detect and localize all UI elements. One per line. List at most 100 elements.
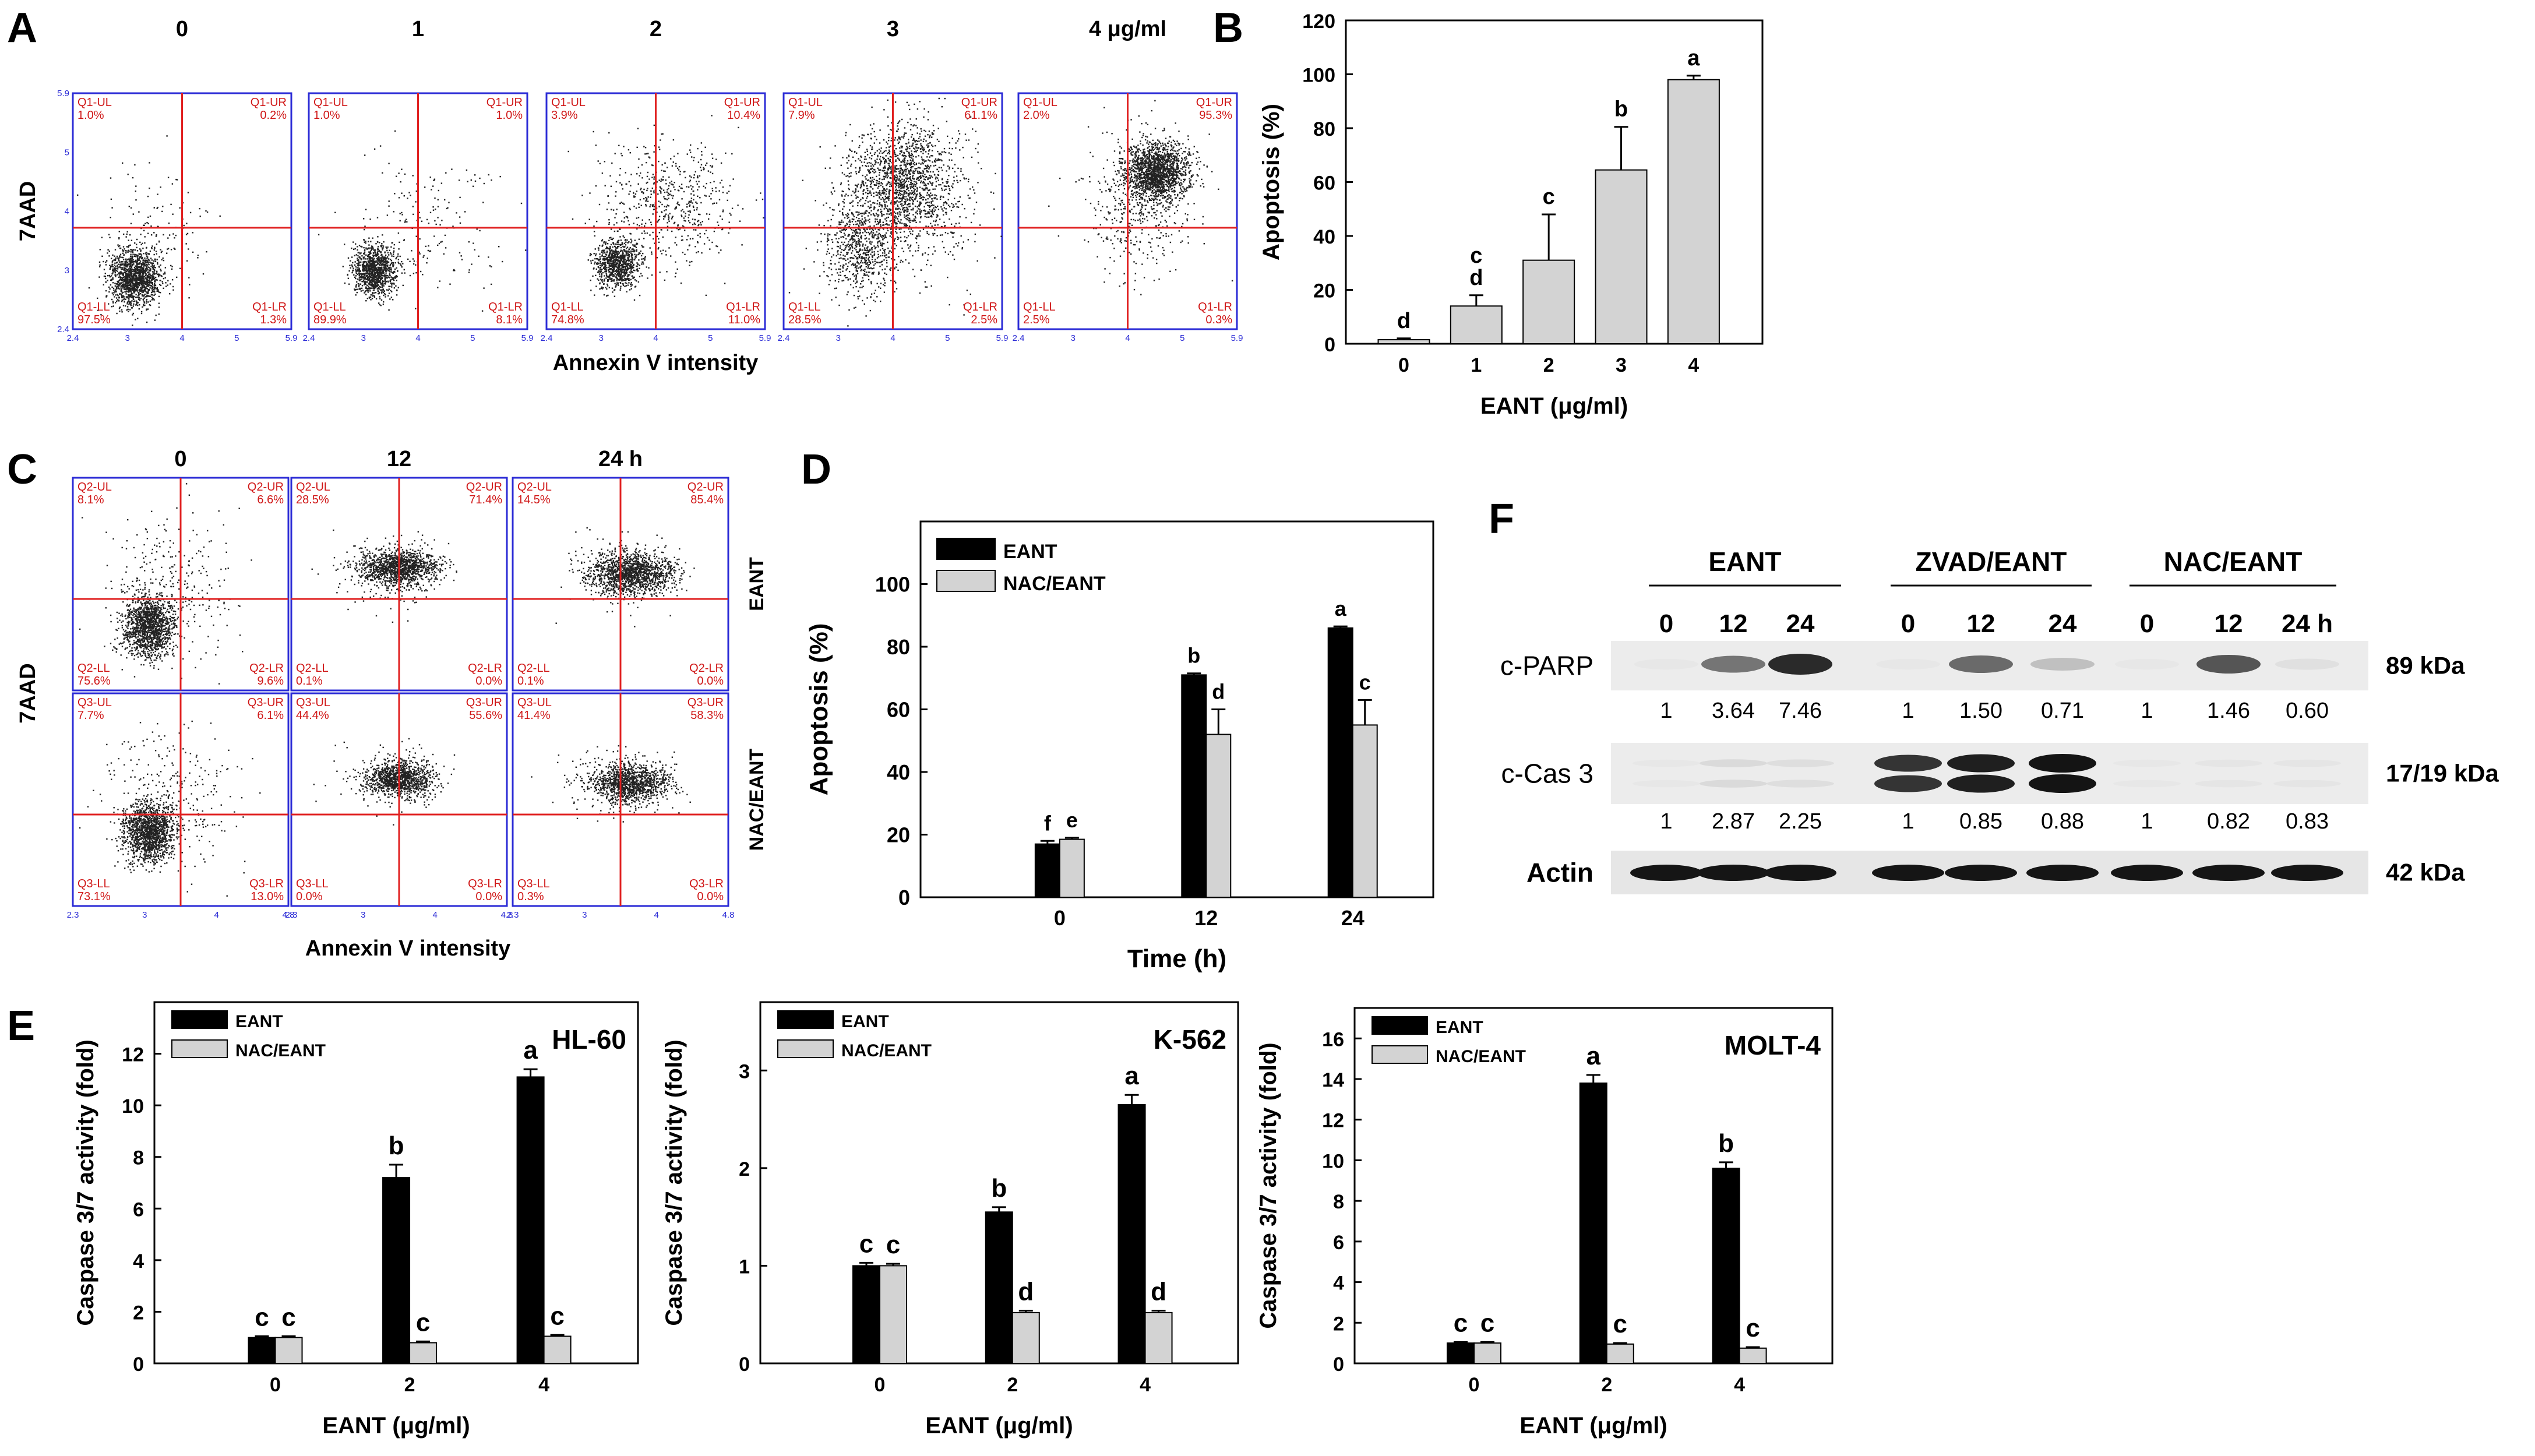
event-dot <box>634 253 636 255</box>
event-dot <box>403 195 405 197</box>
event-dot <box>611 287 614 289</box>
event-dot <box>142 295 143 297</box>
event-dot <box>667 167 668 168</box>
event-dot <box>878 181 880 183</box>
event-dot <box>147 258 149 260</box>
event-dot <box>111 275 112 277</box>
event-dot <box>125 252 127 254</box>
quadrant-name: Q1-LL <box>313 301 346 313</box>
event-dot <box>166 252 168 254</box>
event-dot <box>142 272 143 274</box>
event-dot <box>653 124 655 126</box>
event-dot <box>950 210 953 211</box>
event-dot <box>666 199 668 200</box>
event-dot <box>717 221 718 223</box>
event-dot <box>956 206 958 208</box>
event-dot <box>143 297 145 299</box>
event-dot <box>845 132 847 133</box>
event-dot <box>608 266 610 268</box>
event-dot <box>689 238 692 240</box>
event-dot <box>623 267 625 269</box>
event-dot <box>354 261 356 263</box>
event-dot <box>668 176 670 178</box>
event-dot <box>616 256 618 258</box>
event-dot <box>143 284 144 286</box>
event-dot <box>916 170 919 172</box>
event-dot <box>404 221 406 223</box>
event-dot <box>113 292 115 294</box>
event-dot <box>715 158 717 160</box>
event-dot <box>929 135 931 136</box>
event-dot <box>700 202 702 204</box>
event-dot <box>909 108 911 111</box>
event-dot <box>617 260 619 262</box>
event-dot <box>667 214 669 216</box>
event-dot <box>158 274 160 276</box>
event-dot <box>364 251 366 253</box>
event-dot <box>126 250 128 252</box>
event-dot <box>364 261 366 263</box>
event-dot <box>120 271 122 273</box>
event-dot <box>375 260 377 262</box>
event-dot <box>378 273 379 275</box>
event-dot <box>158 291 160 293</box>
event-dot <box>689 210 691 212</box>
event-dot <box>595 255 597 256</box>
event-dot <box>186 223 188 224</box>
event-dot <box>126 269 128 271</box>
event-dot <box>149 278 150 280</box>
event-dot <box>154 288 156 290</box>
event-dot <box>603 283 605 285</box>
event-dot <box>426 262 428 264</box>
event-dot <box>352 241 354 243</box>
event-dot <box>110 265 112 267</box>
event-dot <box>651 274 653 276</box>
event-dot <box>154 287 157 288</box>
event-dot <box>690 200 692 202</box>
event-dot <box>157 263 158 265</box>
event-dot <box>131 262 132 263</box>
event-dot <box>633 223 634 224</box>
event-dot <box>912 163 914 165</box>
event-dot <box>149 274 151 276</box>
event-dot <box>383 269 385 272</box>
event-dot <box>127 269 129 271</box>
event-dot <box>664 206 666 207</box>
event-dot <box>601 265 602 267</box>
event-dot <box>151 284 154 285</box>
event-dot <box>131 307 133 309</box>
event-dot <box>690 144 692 146</box>
panel-letter-b: B <box>1213 5 1243 51</box>
event-dot <box>150 277 152 280</box>
event-dot <box>627 251 630 252</box>
event-dot <box>731 207 734 209</box>
event-dot <box>113 289 115 291</box>
event-dot <box>630 233 632 235</box>
event-dot <box>401 266 403 268</box>
event-dot <box>157 225 158 227</box>
event-dot <box>763 217 764 218</box>
event-dot <box>137 295 139 297</box>
event-dot <box>122 272 124 274</box>
event-dot <box>160 186 161 188</box>
event-dot <box>605 241 607 243</box>
event-dot <box>192 251 194 253</box>
event-dot <box>367 277 369 279</box>
event-dot <box>601 269 603 270</box>
event-dot <box>646 189 648 192</box>
event-dot <box>435 223 437 225</box>
event-dot <box>697 242 699 244</box>
event-dot <box>471 263 473 265</box>
event-dot <box>141 281 143 283</box>
event-dot <box>895 245 897 246</box>
event-dot <box>105 295 107 297</box>
event-dot <box>918 208 919 210</box>
event-dot <box>904 186 905 188</box>
event-dot <box>121 284 124 285</box>
event-dot <box>137 298 140 300</box>
event-dot <box>607 259 609 262</box>
event-dot <box>625 267 627 270</box>
event-dot <box>676 167 679 169</box>
event-dot <box>154 273 156 275</box>
event-dot <box>128 311 129 312</box>
